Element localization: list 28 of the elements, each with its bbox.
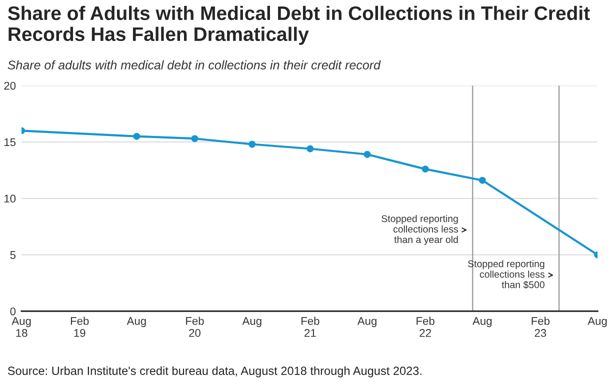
ref-line-label: Stopped reporting collections less than $500	[468, 260, 544, 289]
y-tick-label: 5	[10, 251, 16, 259]
x-tick-label: Aug 18	[12, 317, 31, 337]
x-tick-label: Feb 22	[416, 316, 434, 337]
y-tick-label: 10	[4, 194, 16, 203]
x-tick-label: Aug	[588, 317, 607, 328]
ref-line-label: Stopped reporting collections less than a year old	[382, 214, 458, 245]
point	[478, 176, 486, 184]
x-tick-label: Aug	[126, 317, 146, 328]
point	[306, 145, 314, 152]
y-tick-label: 15	[4, 138, 16, 146]
x-tick-label: Feb 23	[532, 316, 550, 337]
point	[248, 140, 256, 148]
x-tick-label: Feb 19	[70, 316, 89, 337]
y-tick-label: 0	[10, 307, 16, 316]
x-tick-label: Aug	[357, 317, 376, 328]
chart-subtitle: Share of adults with medical debt in collections in their credit record	[8, 60, 381, 70]
point	[364, 150, 371, 158]
chart-title: Share of Adults with Medical Debt in Collections in Their Credit Records Has Fallen Dramatically	[8, 6, 590, 45]
x-tick-label: Feb 20	[186, 316, 204, 337]
x-tick-label: Feb 21	[302, 316, 320, 337]
y-tick-label: 20	[4, 82, 16, 90]
source-note: Source: Urban Institute's credit bureau data, August 2018 through August 2023.	[8, 366, 422, 378]
x-tick-label: Aug	[472, 317, 492, 328]
point	[133, 132, 140, 140]
point	[422, 166, 429, 173]
point	[191, 135, 198, 142]
x-tick-label: Aug	[242, 317, 262, 328]
